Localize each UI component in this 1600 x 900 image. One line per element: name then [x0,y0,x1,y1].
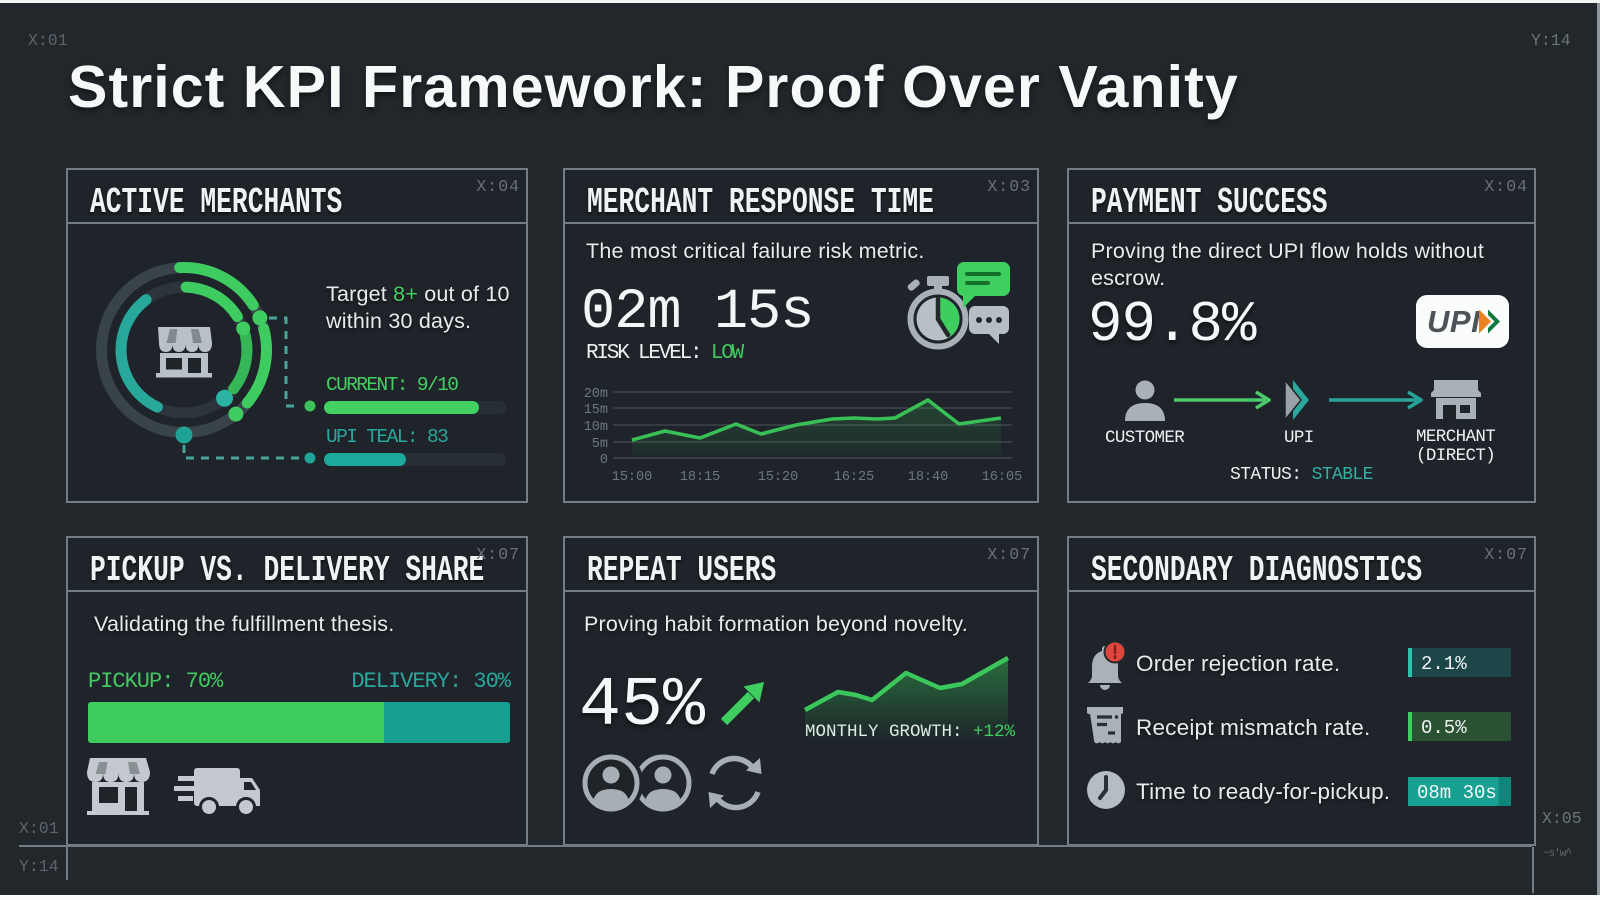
svg-text:20m: 20m [584,387,608,402]
svg-text:5m: 5m [592,437,608,452]
svg-text:0: 0 [600,453,608,468]
svg-text:15:00: 15:00 [612,470,653,485]
svg-text:10m: 10m [584,420,608,435]
svg-text:15:20: 15:20 [758,470,799,485]
svg-text:15m: 15m [584,403,608,418]
svg-text:16:05: 16:05 [982,470,1023,485]
svg-text:18:40: 18:40 [908,470,949,485]
svg-text:16:25: 16:25 [834,470,875,485]
svg-text:18:15: 18:15 [680,470,721,485]
